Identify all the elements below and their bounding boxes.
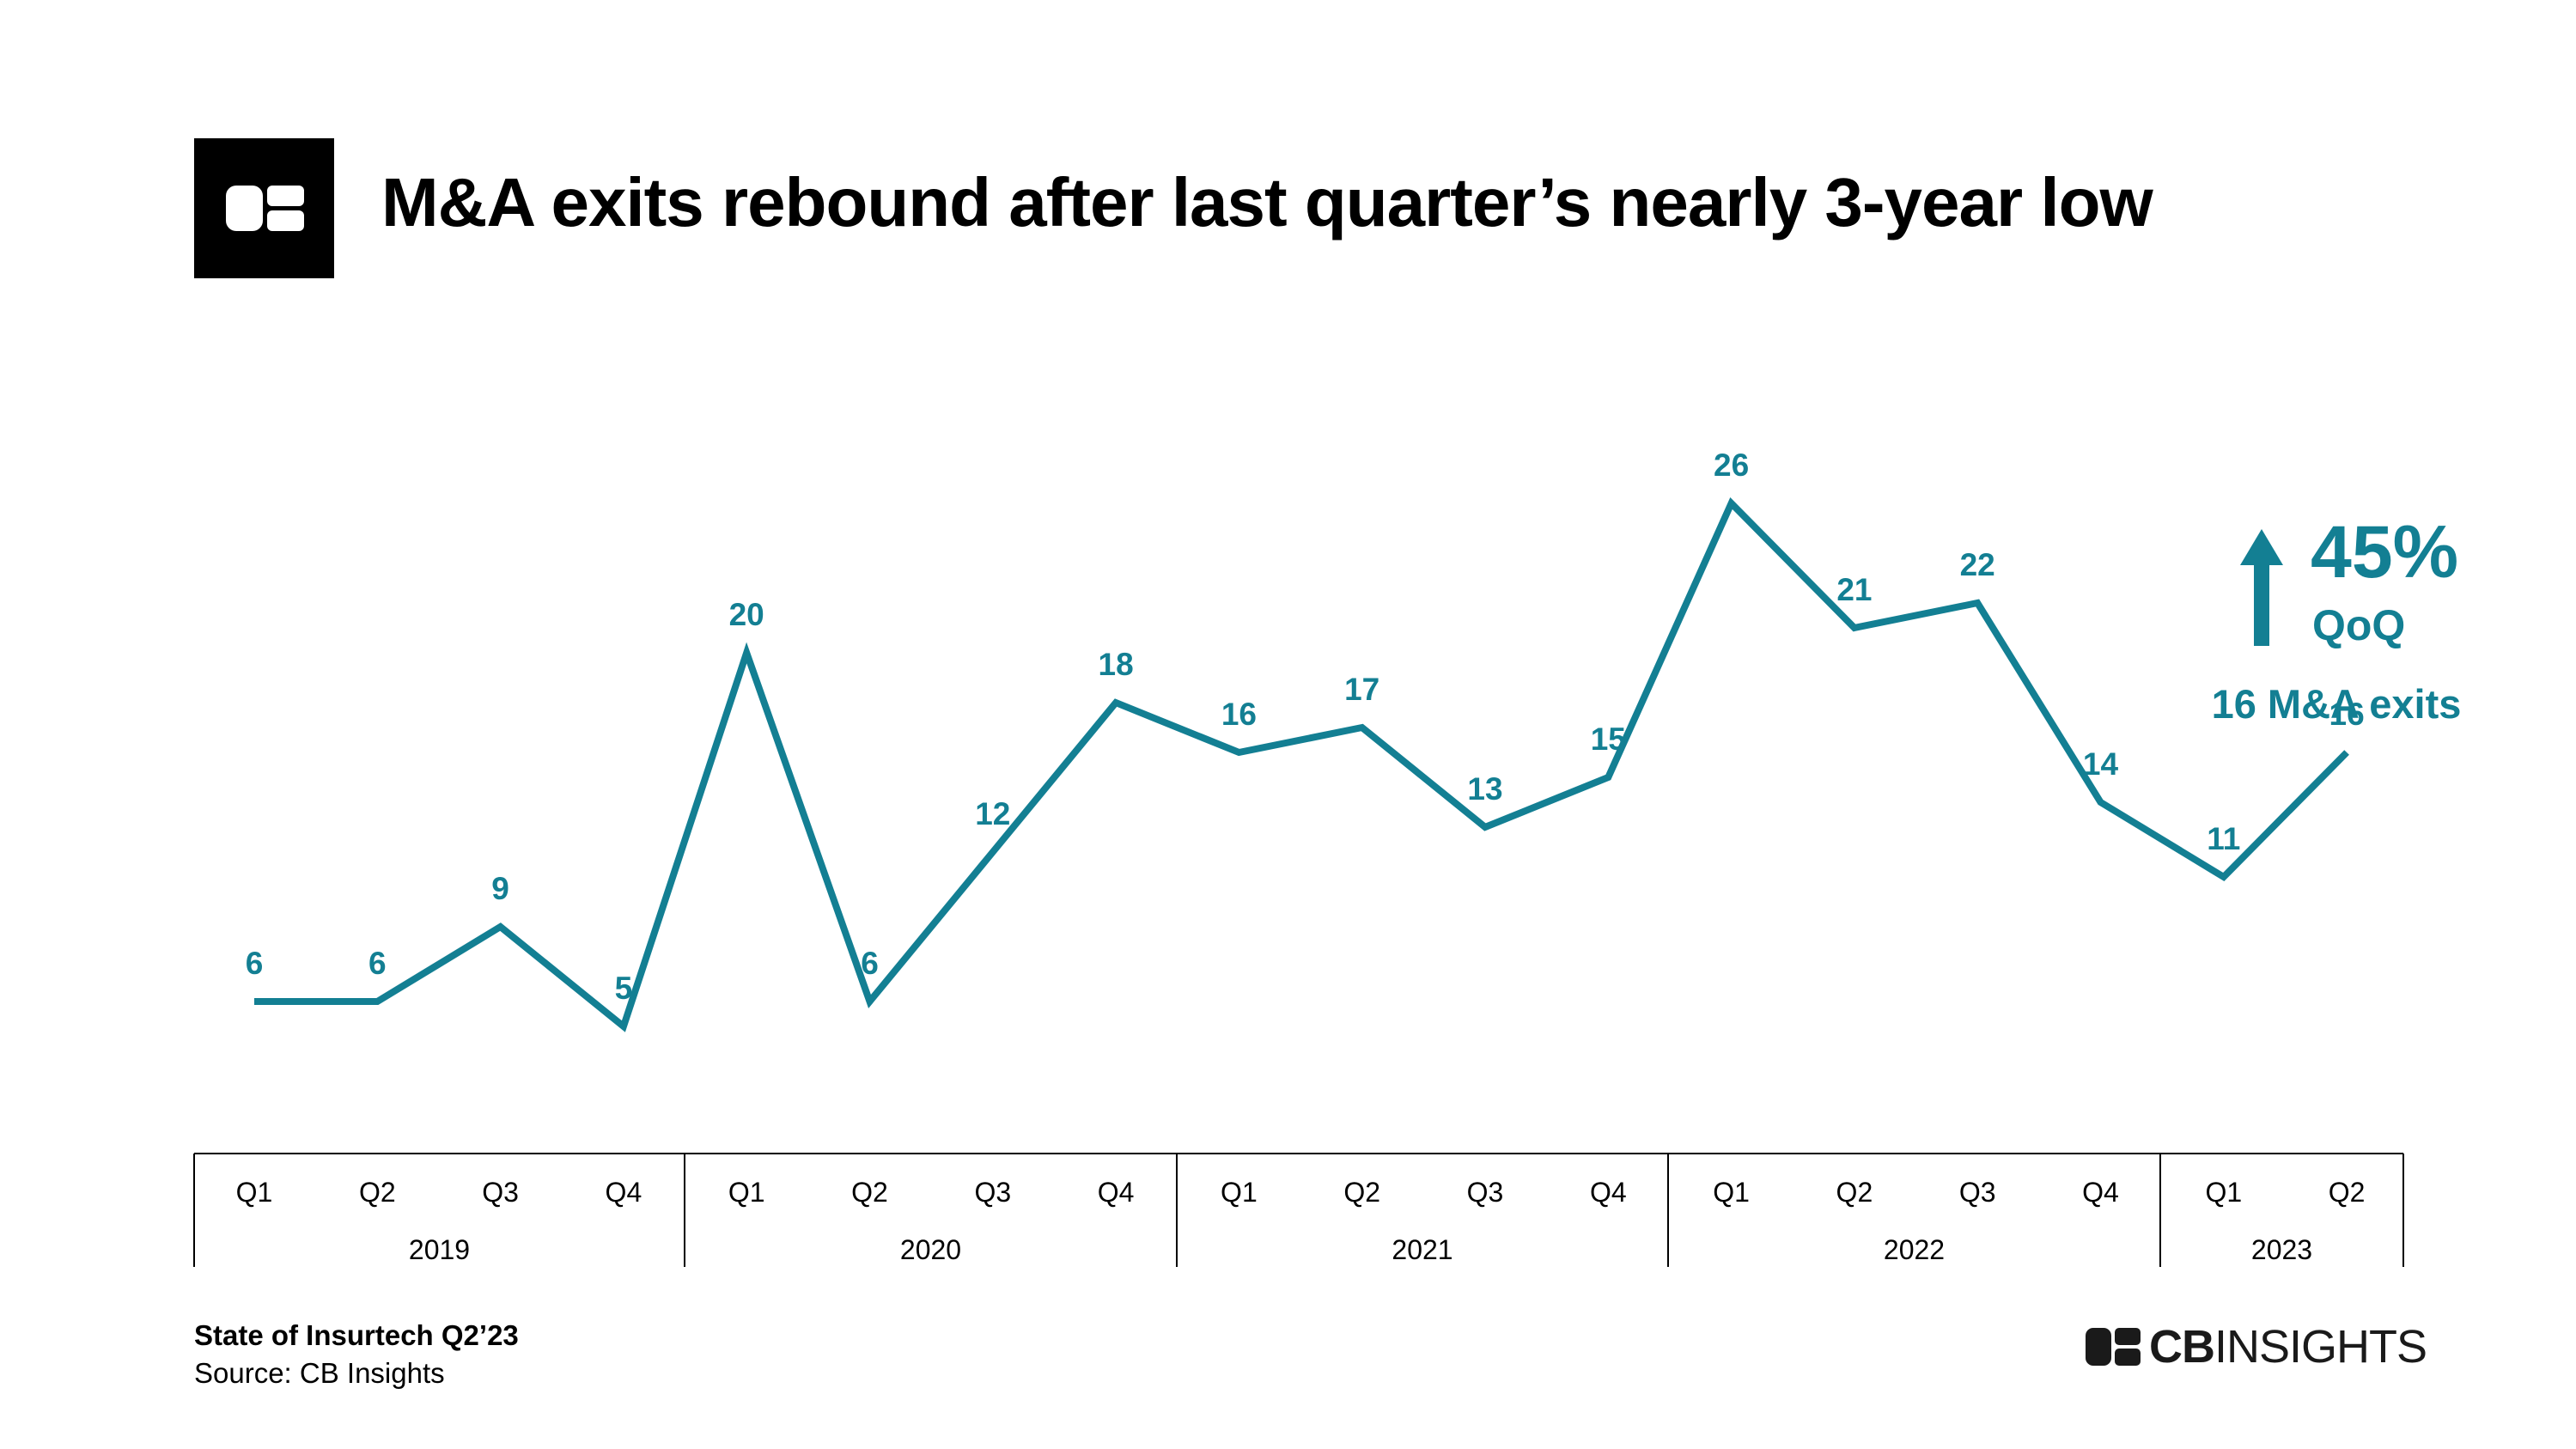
data-label: 16 <box>2329 697 2365 732</box>
year-label: 2022 <box>1884 1234 1945 1265</box>
report-name: State of Insurtech Q2’23 <box>194 1319 519 1351</box>
year-label: 2020 <box>900 1234 961 1265</box>
cb-logo <box>194 138 334 278</box>
cb-brand-icon <box>2086 1328 2141 1366</box>
x-tick-label: Q2 <box>851 1177 888 1208</box>
data-label: 20 <box>729 597 764 632</box>
x-tick-label: Q1 <box>1221 1177 1258 1208</box>
x-tick-label: Q3 <box>1959 1177 1996 1208</box>
year-labels: 2019 2020 2021 2022 2023 <box>409 1234 2312 1265</box>
data-label: 18 <box>1099 647 1134 682</box>
x-axis-table <box>193 1153 2404 1267</box>
annotation-period: QoQ <box>2312 601 2405 649</box>
cb-insights-brand: CBINSIGHTS <box>2086 1321 2427 1373</box>
data-label: 16 <box>1221 697 1257 732</box>
x-tick-label: Q2 <box>2329 1177 2366 1208</box>
data-label: 5 <box>615 971 633 1006</box>
x-tick-label: Q2 <box>359 1177 396 1208</box>
year-label: 2023 <box>2251 1234 2312 1265</box>
x-tick-label: Q3 <box>1467 1177 1504 1208</box>
x-tick-label: Q3 <box>974 1177 1011 1208</box>
annotation-percent: 45% <box>2311 511 2458 594</box>
x-tick-label: Q4 <box>1590 1177 1627 1208</box>
data-label: 6 <box>246 946 264 981</box>
data-label: 17 <box>1344 672 1379 707</box>
x-tick-label: Q1 <box>2205 1177 2242 1208</box>
source-note: Source: CB Insights <box>194 1357 445 1389</box>
data-label: 22 <box>1960 547 1995 582</box>
x-tick-label: Q1 <box>236 1177 273 1208</box>
data-label: 15 <box>1591 721 1626 757</box>
data-labels: 6 6 9 5 20 6 12 18 16 17 13 15 26 21 22 14 11 16 <box>246 447 2365 1006</box>
brand-bold: CB <box>2149 1321 2215 1373</box>
series-line <box>254 497 2349 1032</box>
year-label: 2019 <box>409 1234 470 1265</box>
data-label: 13 <box>1467 771 1502 807</box>
data-label: 11 <box>2207 821 2240 856</box>
x-tick-label: Q4 <box>1098 1177 1135 1208</box>
data-label: 21 <box>1836 572 1872 607</box>
data-label: 6 <box>368 946 387 981</box>
cb-logo-icon <box>226 186 304 231</box>
x-tick-label: Q4 <box>606 1177 642 1208</box>
data-label: 14 <box>2083 746 2119 782</box>
x-tick-label: Q3 <box>482 1177 519 1208</box>
x-tick-label: Q4 <box>2082 1177 2119 1208</box>
annotation-detail: 16 M&A exits <box>2212 681 2462 727</box>
chart-title: M&A exits rebound after last quarter’s n… <box>381 164 2153 240</box>
x-tick-label: Q2 <box>1343 1177 1380 1208</box>
up-arrow-icon <box>2240 529 2283 646</box>
year-label: 2021 <box>1392 1234 1452 1265</box>
data-label: 26 <box>1714 447 1749 483</box>
quarter-labels: Q1 Q2 Q3 Q4 Q1 Q2 Q3 Q4 Q1 Q2 Q3 Q4 Q1 Q2 Q3 Q4 Q1 Q2 <box>236 1177 2366 1208</box>
brand-light: INSIGHTS <box>2214 1321 2427 1373</box>
x-tick-label: Q1 <box>1713 1177 1750 1208</box>
data-label: 9 <box>491 871 509 906</box>
x-tick-label: Q1 <box>728 1177 765 1208</box>
qoq-annotation: 45% QoQ 16 M&A exits <box>2212 511 2462 727</box>
x-tick-label: Q2 <box>1836 1177 1873 1208</box>
data-label: 12 <box>975 796 1010 831</box>
data-label: 6 <box>861 946 879 981</box>
